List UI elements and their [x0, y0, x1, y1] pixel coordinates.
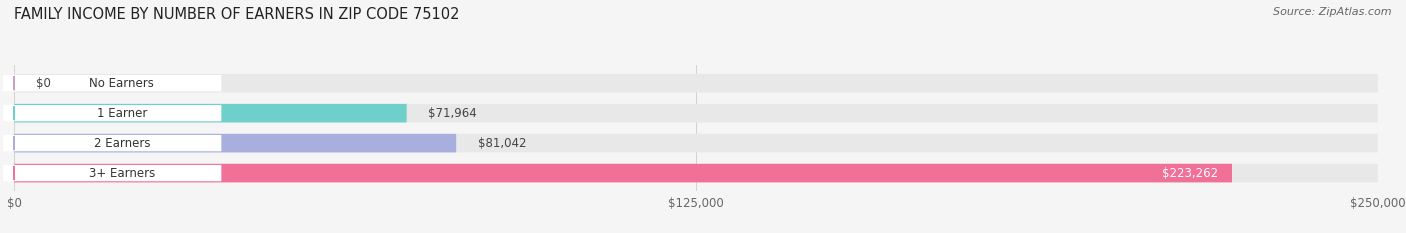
FancyBboxPatch shape	[14, 134, 1378, 152]
FancyBboxPatch shape	[14, 104, 1378, 123]
FancyBboxPatch shape	[14, 74, 1378, 93]
Text: $71,964: $71,964	[429, 107, 477, 120]
FancyBboxPatch shape	[3, 105, 221, 121]
FancyBboxPatch shape	[14, 104, 406, 123]
FancyBboxPatch shape	[3, 165, 221, 181]
Text: $223,262: $223,262	[1163, 167, 1219, 180]
FancyBboxPatch shape	[3, 135, 221, 151]
Text: Source: ZipAtlas.com: Source: ZipAtlas.com	[1274, 7, 1392, 17]
Text: $0: $0	[37, 77, 51, 90]
Text: FAMILY INCOME BY NUMBER OF EARNERS IN ZIP CODE 75102: FAMILY INCOME BY NUMBER OF EARNERS IN ZI…	[14, 7, 460, 22]
Text: 1 Earner: 1 Earner	[97, 107, 148, 120]
Text: $81,042: $81,042	[478, 137, 526, 150]
FancyBboxPatch shape	[14, 134, 456, 152]
Text: 2 Earners: 2 Earners	[94, 137, 150, 150]
FancyBboxPatch shape	[3, 75, 221, 91]
Text: No Earners: No Earners	[90, 77, 155, 90]
FancyBboxPatch shape	[14, 164, 1232, 182]
FancyBboxPatch shape	[14, 164, 1378, 182]
Text: 3+ Earners: 3+ Earners	[89, 167, 155, 180]
